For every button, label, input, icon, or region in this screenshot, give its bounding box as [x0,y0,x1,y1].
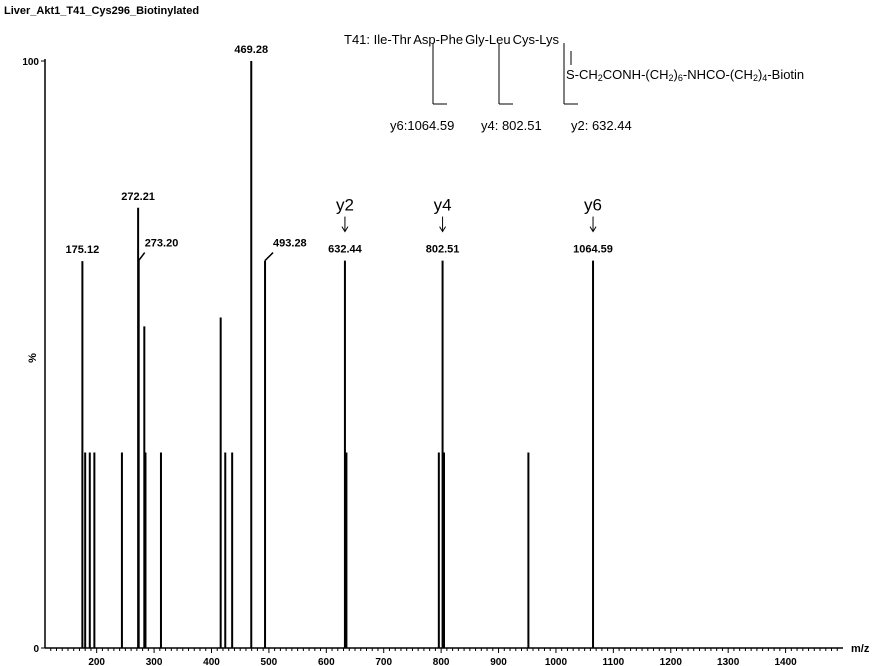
peptide-residues-1: Asp-Phe [413,32,464,47]
y-axis-label: % [27,353,39,363]
fragment-y4-label: y4: 802.51 [481,118,542,133]
x-tick-label: 200 [88,657,105,666]
peak-label: 802.51 [426,244,460,256]
peak-label: 493.28 [273,238,307,250]
x-tick-label: 400 [203,657,220,666]
x-tick-label: 1000 [545,657,568,666]
fragment-y2-label: y2: 632.44 [571,118,632,133]
modification-formula: S-CH2CONH-(CH2)6-NHCO-(CH2)4-Biotin [566,67,805,83]
fragment-y6-label: y6:1064.59 [390,118,455,133]
chart-title: Liver_Akt1_T41_Cys296_Biotinylated [4,5,200,17]
y-tick-label: 0 [33,644,39,655]
ion-arrow-head [589,226,597,233]
peak-label: 273.20 [145,238,179,250]
peptide-residues-3: Cys-Lys [512,32,560,47]
peak-label: 469.28 [234,44,268,56]
peak-label: 1064.59 [573,244,613,256]
x-tick-label: 900 [490,657,507,666]
peptide-residues-2: Gly-Leu [465,32,511,47]
peak-label: 632.44 [328,244,363,256]
x-tick-label: 1300 [717,657,740,666]
x-tick-label: 1100 [603,657,625,666]
y-tick-label: 100 [22,57,39,68]
ion-label: y4 [434,196,452,215]
peak-label: 272.21 [121,191,155,203]
peak-label: 175.12 [66,244,100,256]
ion-label: y6 [584,196,602,215]
x-tick-label: 500 [261,657,278,666]
peptide-sequence: T41: Ile-Thr Asp-Phe Gly-Leu Cys-Lys [344,32,559,47]
ion-label: y2 [336,196,354,215]
x-axis-label: m/z [851,643,870,655]
peak-label-leader [264,252,274,262]
x-tick-label: 600 [318,657,335,666]
x-tick-label: 800 [433,657,450,666]
x-tick-label: 700 [375,657,392,666]
x-tick-label: 300 [146,657,163,666]
peak-label-leader [138,252,146,262]
x-tick-label: 1200 [660,657,683,666]
x-tick-label: 1400 [774,657,797,666]
ion-arrow-head [439,226,446,233]
peptide-prefix: T41: Ile-Thr [344,32,412,47]
ion-arrow-head [341,226,349,233]
